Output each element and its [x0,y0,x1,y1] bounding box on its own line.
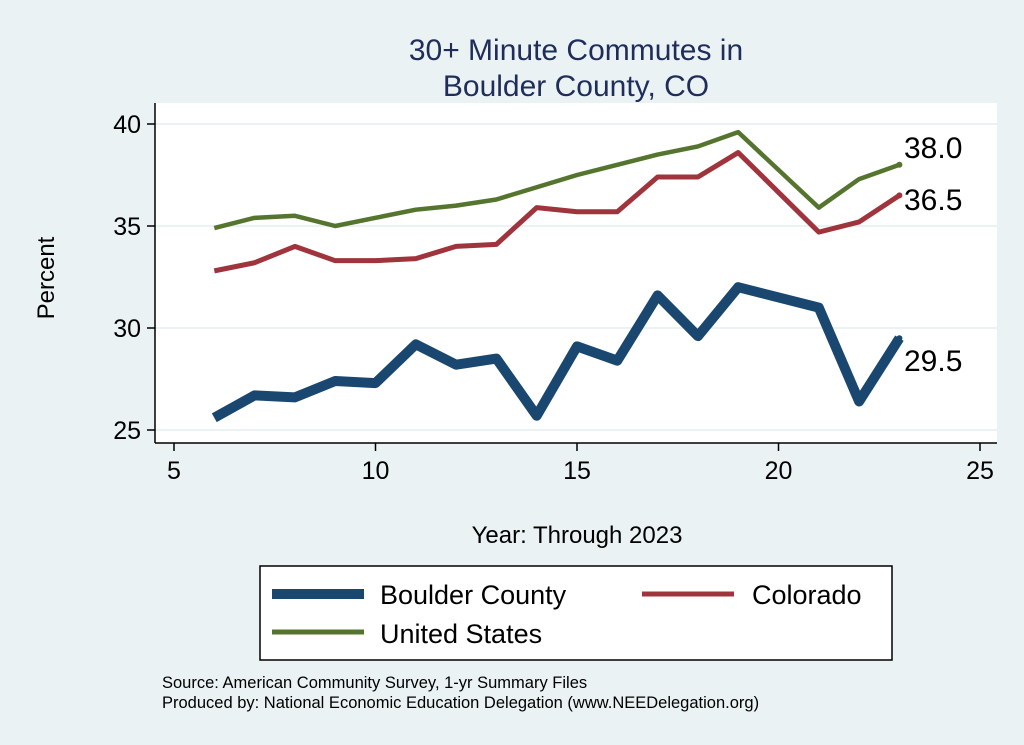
series-end-marker [896,335,903,342]
x-tick-label: 25 [966,457,994,485]
x-tick-label: 10 [362,457,390,485]
producer-note: Produced by: National Economic Education… [162,694,759,712]
series-line-boulder-county [211,282,904,423]
legend-label-us: United States [380,619,542,649]
series-line-united-states [213,129,901,231]
end-value-label: 36.5 [904,184,962,217]
x-tick-label: 5 [167,457,181,485]
series-end-marker [896,161,903,168]
y-tick-label: 35 [113,213,141,241]
end-value-label: 29.5 [904,345,962,378]
y-tick-label: 30 [113,315,141,343]
chart-title-line2: Boulder County, CO [443,70,709,103]
y-axis-label: Percent [33,236,60,319]
series-line-colorado [213,150,901,274]
legend-box [259,565,893,661]
x-tick-label: 20 [765,457,793,485]
x-axis-label: Year: Through 2023 [472,522,683,549]
end-value-label: 38.0 [904,132,962,165]
legend-label-colorado: Colorado [752,580,862,610]
y-tick-label: 40 [113,111,141,139]
legend-label-boulder: Boulder County [380,580,567,610]
legend: Boulder County Colorado United States [259,565,893,661]
y-tick-label: 25 [113,417,141,445]
chart-title-line1: 30+ Minute Commutes in [409,34,743,67]
series-end-marker [896,192,903,199]
source-note: Source: American Community Survey, 1-yr … [162,674,587,692]
x-tick-label: 15 [563,457,591,485]
